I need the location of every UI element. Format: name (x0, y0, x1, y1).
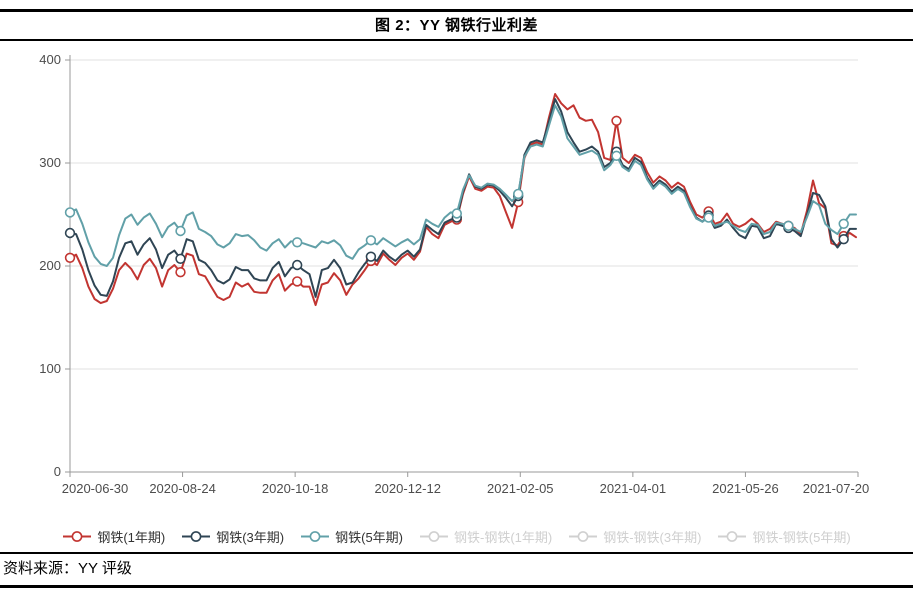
series-line-0 (69, 93, 857, 307)
y-tick-label: 0 (54, 464, 61, 479)
series-marker-2 (175, 225, 186, 237)
series-marker-0 (64, 252, 76, 264)
legend-line-circle-icon (420, 530, 448, 542)
legend-line-circle-icon (569, 530, 598, 542)
series-marker-2 (512, 188, 524, 200)
legend-label: 钢铁(3年期) (216, 529, 285, 545)
x-tick-label: 2020-08-24 (149, 481, 216, 496)
series-marker-2 (451, 208, 462, 219)
series-marker-1 (365, 251, 377, 262)
series-marker-2 (611, 150, 622, 162)
legend-line-circle-icon (718, 530, 747, 542)
x-tick-label: 2020-12-12 (374, 481, 441, 496)
title-divider (0, 39, 913, 41)
legend-label: 钢铁-钢铁(5年期) (752, 529, 851, 545)
series-marker-2 (838, 218, 849, 230)
x-tick-label: 2021-04-01 (600, 481, 667, 496)
y-tick-label: 100 (39, 361, 61, 376)
y-tick-label: 400 (39, 52, 61, 67)
series-marker-0 (175, 267, 186, 278)
y-tick-label: 300 (39, 155, 61, 170)
legend-item-steel-minus-steel-5y[interactable]: 钢铁-钢铁(5年期) (717, 527, 851, 546)
series-marker-2 (64, 207, 76, 218)
legend-label: 钢铁(5年期) (335, 529, 403, 545)
legend-item-steel-minus-steel-3y[interactable]: 钢铁-钢铁(3年期) (568, 527, 701, 546)
legend-item-steel-5y[interactable]: 钢铁(5年期) (300, 527, 403, 546)
y-tick-label: 200 (39, 258, 61, 273)
x-tick-label: 2021-05-26 (712, 481, 779, 496)
series-marker-2 (292, 237, 303, 248)
legend-label: 钢铁-钢铁(1年期) (454, 529, 553, 545)
series-marker-1 (838, 234, 849, 245)
steel-spread-line-chart: 0 100 200 300 400 2020-06-30 2020-08-24 2020-10… (39, 52, 870, 496)
series-marker-1 (175, 253, 186, 265)
x-tick-label: 2020-10-18 (262, 481, 329, 496)
x-tick-label: 2021-07-20 (803, 481, 870, 496)
legend-line-circle-icon (182, 530, 211, 542)
legend-item-steel-3y[interactable]: 钢铁(3年期) (181, 527, 284, 546)
page-title: 图 2：YY 钢铁行业利差 (375, 17, 538, 34)
x-tick-label: 2020-06-30 (62, 481, 129, 496)
source-divider (0, 552, 913, 554)
series-line-2 (69, 104, 857, 267)
series-marker-2 (783, 220, 794, 232)
series-marker-2 (703, 212, 714, 223)
top-divider (0, 9, 913, 12)
legend-item-steel-minus-steel-1y[interactable]: 钢铁-钢铁(1年期) (419, 527, 552, 546)
series-marker-1 (292, 259, 303, 271)
x-tick-label: 2021-02-05 (487, 481, 554, 496)
data-source-label: 资料来源：YY 评级 (3, 560, 132, 577)
series-marker-1 (64, 227, 76, 239)
legend-item-steel-1y[interactable]: 钢铁(1年期) (62, 527, 165, 546)
legend-label: 钢铁(1年期) (97, 529, 166, 545)
series-marker-0 (611, 115, 622, 127)
legend-label: 钢铁-钢铁(3年期) (603, 529, 702, 545)
legend-line-circle-icon (301, 530, 330, 542)
legend-line-circle-icon (63, 530, 92, 542)
series-marker-2 (365, 235, 377, 246)
bottom-divider (0, 585, 913, 588)
series-marker-0 (292, 276, 303, 287)
chart-legend: 钢铁(1年期) 钢铁(3年期) 钢铁(5年期) 钢铁-钢铁(1年期) 钢铁-钢铁… (0, 523, 913, 549)
